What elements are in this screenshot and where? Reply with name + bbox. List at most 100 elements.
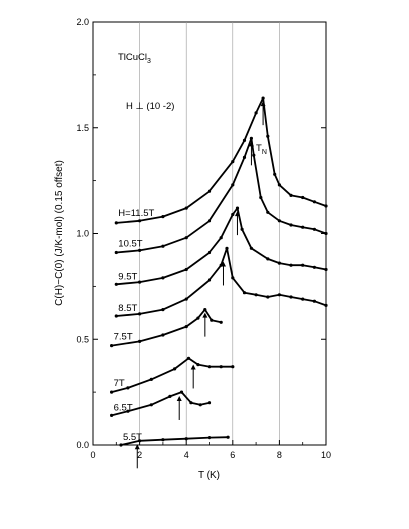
data-point-7-5t [219,320,223,324]
data-point-10-5t [259,195,263,200]
data-point-8-5t [225,246,229,250]
data-point-h-11-5t [324,204,328,208]
data-point-7t [186,356,191,360]
data-point-7-5t [196,316,200,320]
series-line-7-5t [111,308,222,347]
data-point-7t [219,365,223,369]
series-line-10-5t [116,137,327,254]
series-label-6-5t: 6.5T [114,402,133,413]
data-point-6-5t [189,401,193,405]
field-direction-annotation: H ⊥ (10 -2) [126,101,174,112]
series-label-h-11-5t: H=11.5T [118,208,154,219]
data-point-h-11-5t [261,96,265,100]
data-point-6-5t [179,390,184,394]
x-tick-label-2: 4 [184,450,189,460]
data-point-10-5t [114,250,118,255]
data-point-10-5t [252,153,256,157]
transition-arrowhead-6-5t [176,395,182,401]
data-point-6-5t [198,403,202,407]
data-point-5-5t [184,437,188,441]
series-labels: 5.5T 6.5T 7T 7.5T 8.5T 9.5T 10.5T H=11.5T [114,208,155,443]
series-label-10-5t: 10.5T [118,239,142,250]
data-point-7t [149,377,153,381]
data-point-9-5t [324,267,328,272]
transition-arrowhead-7t [190,364,196,370]
data-point-h-11-5t [289,193,293,197]
data-point-9-5t [235,206,240,210]
series-line-7t [111,357,233,393]
x-tick-label-3: 6 [230,450,235,460]
data-point-5-5t [226,435,230,439]
y-tick-label-1: 0.5 [76,334,89,344]
data-point-9-5t [161,276,165,280]
data-point-7t [126,386,130,390]
data-point-5-5t [119,443,123,447]
data-point-8-5t [289,295,293,299]
data-point-8-5t [207,278,212,282]
transition-arrowhead-7-5t [202,312,208,318]
data-point-h-11-5t [273,172,277,176]
data-point-9-5t [301,263,305,267]
data-point-7t [173,367,177,371]
tn-subscript: N [262,149,267,156]
data-point-6-5t [126,409,130,413]
compound-subscript: 3 [147,58,151,65]
data-point-10-5t [277,219,281,223]
data-point-7t [231,365,235,369]
x-tick-label-1: 2 [137,450,142,460]
data-point-8-5t [184,297,188,301]
x-axis-label: T (K) [198,470,220,481]
data-point-9-5t [114,282,118,286]
data-point-8-5t [161,308,165,312]
data-point-7-5t [110,344,114,348]
data-point-9-5t [219,236,223,240]
data-point-8-5t [301,297,305,301]
x-tick-label-5: 10 [321,450,331,460]
data-point-9-5t [266,257,270,261]
data-point-8-5t [266,295,270,299]
gridlines [139,22,280,445]
data-point-9-5t [312,265,316,269]
y-axis-label: C(H)−C(0) (J/K-mol) (0.15 offset) [54,160,65,306]
data-point-7-5t [203,308,207,312]
data-point-9-5t [249,246,253,250]
data-point-8-5t [138,312,142,316]
y-tick-label-4: 2.0 [76,17,89,27]
data-point-h-11-5t [254,111,258,115]
data-point-7-5t [138,339,142,343]
series-label-5-5t: 5.5T [123,432,142,443]
data-point-5-5t [161,438,165,442]
data-point-10-5t [301,225,305,229]
series-label-9-5t: 9.5T [118,271,137,282]
data-point-9-5t [277,261,281,265]
data-point-h-11-5t [184,206,188,210]
data-point-9-5t [231,212,235,217]
series-label-7t: 7T [114,378,125,389]
transition-arrowhead-5-5t [134,444,140,450]
data-point-h-11-5t [231,160,235,164]
data-point-6-5t [149,403,153,407]
data-point-5-5t [207,436,212,440]
data-point-6-5t [110,413,114,417]
plot-frame [92,21,327,446]
data-point-8-5t [242,291,247,295]
tn-annotation: TN [256,143,267,156]
data-point-8-5t [254,293,258,297]
data-point-8-5t [277,293,281,297]
transition-arrows [134,101,266,469]
data-point-h-11-5t [138,219,142,223]
data-point-7-5t [184,325,188,329]
data-point-8-5t [114,314,118,318]
data-point-8-5t [312,299,316,303]
transition-arrowhead-8-5t [220,261,226,267]
y-tick-label-0: 0.0 [76,440,89,450]
data-point-10-5t [184,236,188,240]
series-label-7-5t: 7.5T [114,332,133,343]
data-point-6-5t [168,394,172,398]
transition-arrowhead-h-11-5t [260,101,266,107]
compound-formula: TlCuCl [118,52,147,63]
data-point-h-11-5t [266,134,270,138]
data-point-10-5t [231,183,235,187]
data-point-h-11-5t [114,221,118,225]
